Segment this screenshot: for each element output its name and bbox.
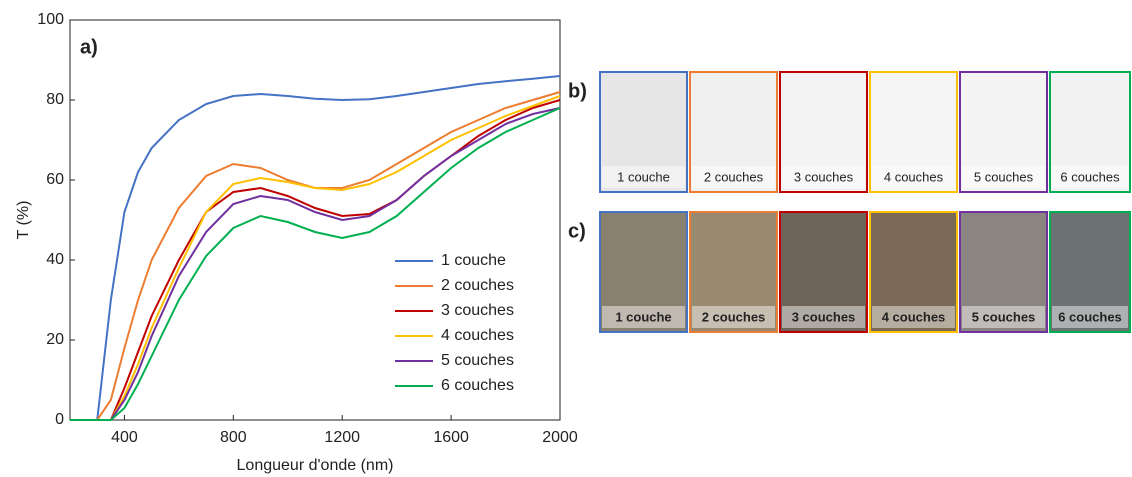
photo: [869, 211, 958, 333]
series-line: [70, 107, 561, 421]
photo: [869, 71, 958, 193]
legend-label: 3 couches: [441, 302, 514, 319]
photo-caption: 4 couches: [882, 309, 946, 324]
photo: [779, 71, 868, 193]
legend-label: 1 couche: [441, 252, 506, 269]
plot-frame: [69, 19, 561, 421]
series-line: [70, 95, 561, 421]
photo-caption-band: [962, 166, 1045, 188]
photo: [599, 211, 688, 333]
panel-label: c): [568, 220, 586, 242]
y-tick-label: 80: [46, 91, 64, 108]
photo: [959, 71, 1048, 193]
series-line: [70, 107, 561, 421]
panel-label: a): [80, 36, 98, 58]
photo-caption-band: [692, 306, 775, 328]
legend-label: 2 couches: [441, 277, 514, 294]
photo-caption: 2 couches: [702, 309, 766, 324]
photo-caption-band: [782, 306, 865, 328]
photo-caption: 6 couches: [1058, 309, 1122, 324]
legend-label: 6 couches: [441, 377, 514, 394]
y-tick-label: 0: [55, 411, 64, 428]
x-axis-label: Longueur d'onde (nm): [237, 457, 394, 474]
photo-caption-band: [602, 306, 685, 328]
photo-caption: 3 couches: [792, 309, 856, 324]
photo-caption-band: [962, 306, 1045, 328]
series-line: [70, 91, 561, 421]
x-tick-label: 1600: [433, 429, 469, 446]
photo: [779, 211, 868, 333]
photo: [689, 71, 778, 193]
y-tick-label: 40: [46, 251, 64, 268]
photo-caption: 4 couches: [884, 169, 944, 184]
photo-caption: 1 couche: [615, 309, 671, 324]
x-tick-label: 800: [220, 429, 247, 446]
legend-label: 5 couches: [441, 352, 514, 369]
series-line: [70, 75, 561, 421]
series-line: [70, 99, 561, 421]
y-tick-label: 20: [46, 331, 64, 348]
photo-caption-band: [872, 166, 955, 188]
y-tick-label: 60: [46, 171, 64, 188]
panel-label: b): [568, 80, 587, 102]
photo-caption-band: [602, 166, 685, 188]
legend-label: 4 couches: [441, 327, 514, 344]
x-tick-label: 400: [111, 429, 138, 446]
photo: [1049, 71, 1131, 193]
y-axis-label: T (%): [15, 201, 32, 240]
photo: [599, 71, 688, 193]
photo-caption: 3 couches: [794, 169, 854, 184]
photo-caption-band: [692, 166, 775, 188]
photo-caption-band: [872, 306, 955, 328]
photo-caption-band: [1052, 306, 1128, 328]
photo-caption: 5 couches: [972, 309, 1036, 324]
photo-caption: 6 couches: [1060, 169, 1120, 184]
photo: [1049, 211, 1131, 333]
x-tick-label: 2000: [542, 429, 578, 446]
photo-caption: 5 couches: [974, 169, 1034, 184]
photo-caption-band: [1052, 166, 1128, 188]
photo-caption: 2 couches: [704, 169, 764, 184]
photo-caption-band: [782, 166, 865, 188]
photo: [689, 211, 778, 333]
x-tick-label: 1200: [324, 429, 360, 446]
photo-caption: 1 couche: [617, 169, 670, 184]
photo: [959, 211, 1048, 333]
y-tick-label: 100: [37, 11, 64, 28]
